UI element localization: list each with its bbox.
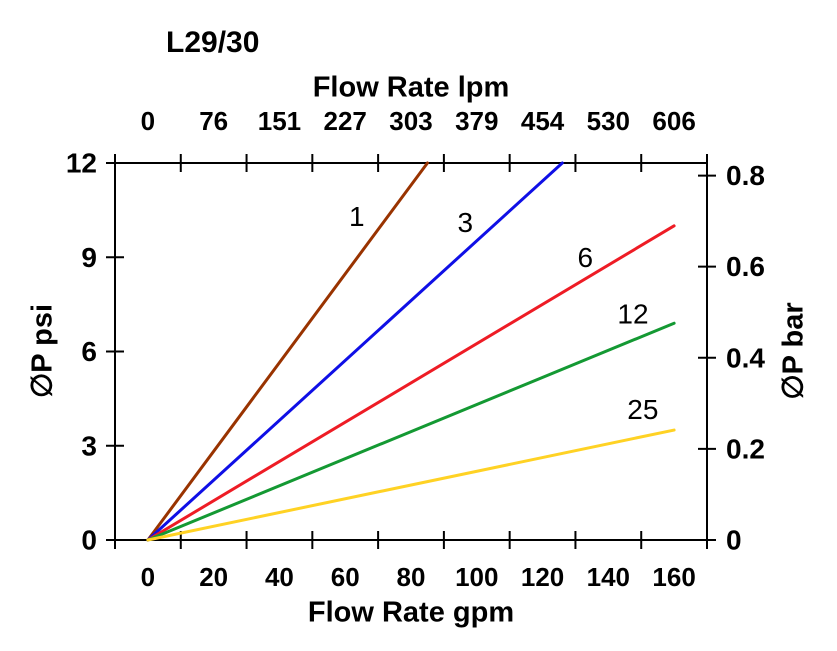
series-label-1: 1 xyxy=(349,201,365,232)
right-axis-title-delta-p-bar: ∅P bar xyxy=(777,302,810,400)
right-axis-tick-label: 0.2 xyxy=(726,433,765,464)
top-axis-tick-label: 303 xyxy=(389,106,432,136)
bottom-axis-tick-label: 140 xyxy=(587,562,630,592)
left-axis-tick-label: 0 xyxy=(81,525,97,556)
top-axis-tick-label: 530 xyxy=(587,106,630,136)
chart-title: L29/30 xyxy=(166,26,260,59)
left-axis-tick-label: 6 xyxy=(81,336,97,367)
right-axis-tick-label: 0.6 xyxy=(726,251,765,282)
bottom-axis-title-flow-rate-gpm: Flow Rate gpm xyxy=(307,596,515,629)
series-label-12: 12 xyxy=(617,298,648,329)
series-label-3: 3 xyxy=(457,207,473,238)
bottom-axis-tick-label: 80 xyxy=(397,562,426,592)
left-axis-tick-label: 9 xyxy=(81,242,97,273)
bottom-axis-tick-label: 0 xyxy=(141,562,155,592)
series-line-25 xyxy=(146,428,676,542)
series-line-1 xyxy=(146,161,429,542)
series-line-12 xyxy=(146,321,676,542)
bottom-axis-tick-label: 60 xyxy=(331,562,360,592)
top-axis-tick-label: 379 xyxy=(455,106,498,136)
top-axis-tick-label: 227 xyxy=(324,106,367,136)
left-axis-tick-label: 12 xyxy=(66,148,97,179)
top-axis-tick-label: 454 xyxy=(521,106,565,136)
bottom-axis-tick-label: 40 xyxy=(265,562,294,592)
series-line-3 xyxy=(146,161,564,542)
series-label-25: 25 xyxy=(627,394,658,425)
series-line-6 xyxy=(146,224,676,542)
top-axis-tick-label: 76 xyxy=(199,106,228,136)
left-axis-title-delta-p-psi: ∅P psi xyxy=(26,303,59,399)
top-axis-tick-label: 151 xyxy=(258,106,301,136)
series-label-6: 6 xyxy=(578,242,594,273)
top-axis-tick-label: 0 xyxy=(141,106,155,136)
bottom-axis-tick-label: 100 xyxy=(455,562,498,592)
top-axis-title-flow-rate-lpm: Flow Rate lpm xyxy=(312,71,510,104)
top-axis-tick-label: 606 xyxy=(652,106,695,136)
bottom-axis-tick-label: 160 xyxy=(652,562,695,592)
right-axis-tick-label: 0.4 xyxy=(726,342,765,373)
bottom-axis-tick-label: 120 xyxy=(521,562,564,592)
right-axis-tick-label: 0 xyxy=(726,525,742,556)
bottom-axis-tick-label: 20 xyxy=(199,562,228,592)
right-axis-tick-label: 0.8 xyxy=(726,160,765,191)
left-axis-tick-label: 3 xyxy=(81,430,97,461)
